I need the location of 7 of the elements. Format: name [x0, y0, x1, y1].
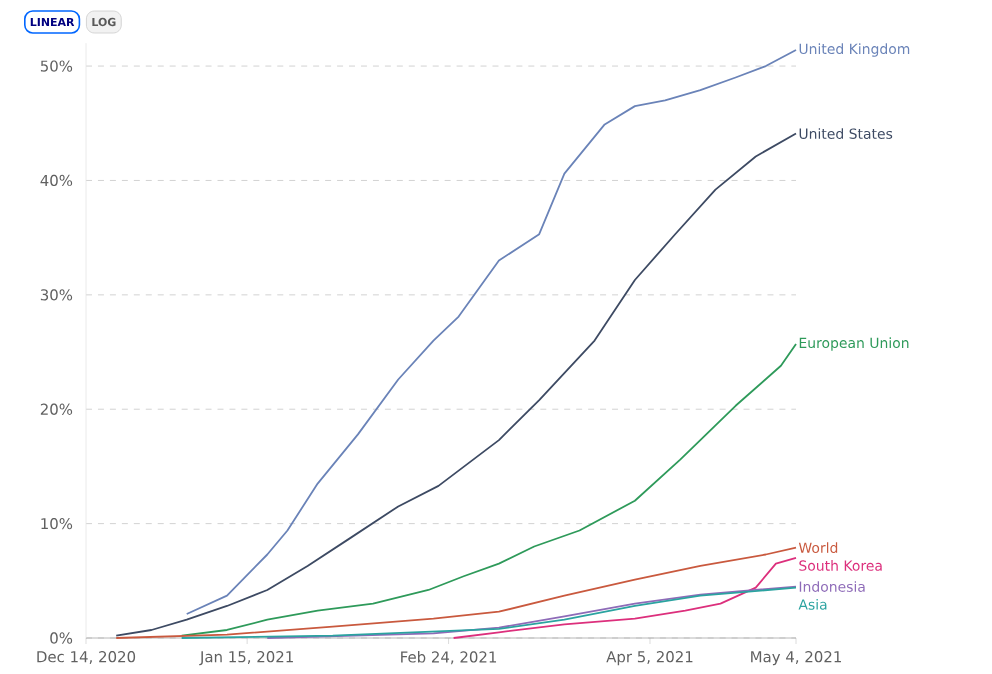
line-series: [180, 343, 797, 637]
line-series: [452, 557, 797, 639]
line-series: [266, 585, 797, 639]
line-series: [180, 586, 797, 639]
line-series: [115, 546, 797, 639]
line-series: [185, 49, 797, 615]
line-series: [115, 132, 797, 637]
